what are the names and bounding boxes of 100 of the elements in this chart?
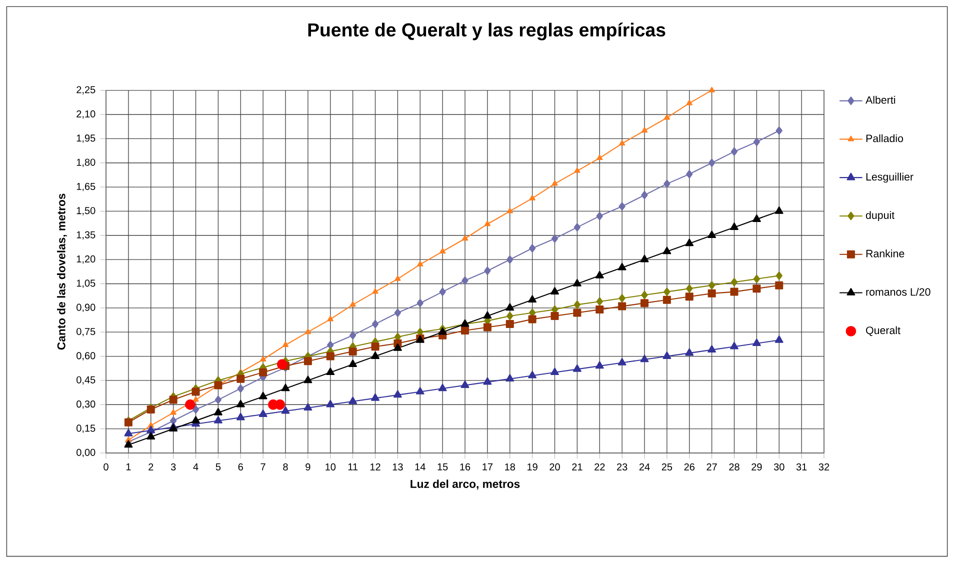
x-tick-label: 14	[415, 463, 426, 470]
point	[439, 288, 446, 296]
x-tick-label: 16	[460, 463, 470, 470]
point	[708, 289, 716, 298]
point	[214, 396, 222, 404]
point	[618, 262, 626, 270]
point	[662, 351, 672, 359]
point	[146, 426, 156, 434]
point	[326, 368, 335, 376]
y-tick-label: 0,15	[76, 424, 96, 433]
x-tick-label: 3	[170, 463, 176, 470]
point	[775, 281, 784, 290]
point	[552, 180, 558, 186]
x-tick-label: 2	[148, 463, 154, 470]
point	[574, 223, 581, 232]
y-tick-label: 1,35	[76, 231, 96, 240]
y-tick-label: 0,45	[76, 376, 96, 385]
point	[304, 376, 312, 384]
point	[551, 234, 558, 243]
point	[348, 347, 357, 356]
point	[281, 384, 290, 392]
x-tick-label: 29	[752, 463, 762, 470]
point	[416, 298, 424, 308]
point	[348, 396, 358, 404]
point	[236, 374, 245, 383]
x-tick-label: 31	[796, 463, 807, 470]
point	[730, 147, 738, 156]
point	[641, 290, 648, 300]
point	[730, 288, 738, 296]
y-tick-label: 1,65	[76, 182, 96, 192]
y-tick-label: 2,10	[76, 110, 96, 119]
point	[214, 408, 222, 416]
x-tick-label: 26	[684, 463, 694, 470]
point	[776, 271, 782, 280]
x-tick-label: 18	[505, 463, 515, 470]
point	[618, 140, 626, 146]
point	[774, 335, 784, 343]
point	[438, 327, 447, 335]
legend-label: romanos L/20	[866, 288, 930, 296]
point	[484, 220, 491, 226]
x-tick-label: 4	[193, 463, 198, 470]
point	[664, 114, 670, 120]
point	[730, 222, 738, 230]
point	[438, 384, 447, 392]
y-tick-label: 0,75	[76, 328, 96, 336]
point	[550, 368, 559, 376]
point	[506, 374, 514, 382]
point	[326, 352, 334, 360]
x-tick-label: 6	[238, 463, 243, 470]
point	[774, 206, 784, 214]
point	[460, 380, 470, 388]
point	[618, 302, 626, 310]
x-tick-label: 32	[818, 463, 830, 470]
point	[528, 315, 536, 324]
point	[259, 368, 268, 376]
point	[371, 351, 380, 359]
point	[372, 320, 379, 328]
y-tick-label: 1,05	[76, 280, 96, 288]
legend-label: Queralt	[866, 326, 900, 336]
point	[596, 306, 604, 314]
point	[506, 312, 514, 320]
point	[776, 126, 782, 135]
point	[618, 358, 626, 366]
point	[685, 348, 694, 356]
legend-label: Palladio	[866, 134, 904, 142]
x-tick-label: 17	[482, 463, 492, 470]
point	[506, 320, 514, 328]
point	[236, 412, 245, 420]
point	[708, 281, 716, 290]
point	[752, 338, 761, 346]
point	[439, 248, 446, 254]
y-tick-label: 1,20	[76, 255, 96, 264]
point	[640, 354, 649, 362]
x-tick-label: 24	[639, 463, 650, 470]
point	[528, 370, 537, 378]
point	[258, 392, 268, 400]
point	[506, 255, 514, 264]
point	[640, 254, 649, 262]
point	[641, 190, 648, 200]
y-tick-label: 0,60	[76, 352, 96, 360]
x-tick-label: 9	[306, 463, 310, 470]
point	[708, 345, 716, 352]
point	[708, 230, 716, 238]
point	[371, 393, 380, 401]
point	[258, 410, 268, 417]
point	[192, 396, 199, 402]
point	[484, 266, 491, 276]
point	[528, 244, 536, 253]
y-tick-label: 1,95	[76, 134, 96, 143]
point	[170, 409, 176, 415]
x-tick-label: 12	[370, 463, 380, 470]
point	[572, 278, 582, 286]
x-tick-label: 19	[528, 463, 538, 470]
point	[640, 299, 648, 308]
point	[304, 328, 312, 334]
chart-title: Puente de Queralt y las reglas empíricas	[308, 22, 666, 40]
point	[664, 288, 670, 296]
x-tick-label: 27	[706, 463, 717, 470]
point	[327, 340, 334, 350]
x-tick-label: 13	[392, 463, 403, 470]
